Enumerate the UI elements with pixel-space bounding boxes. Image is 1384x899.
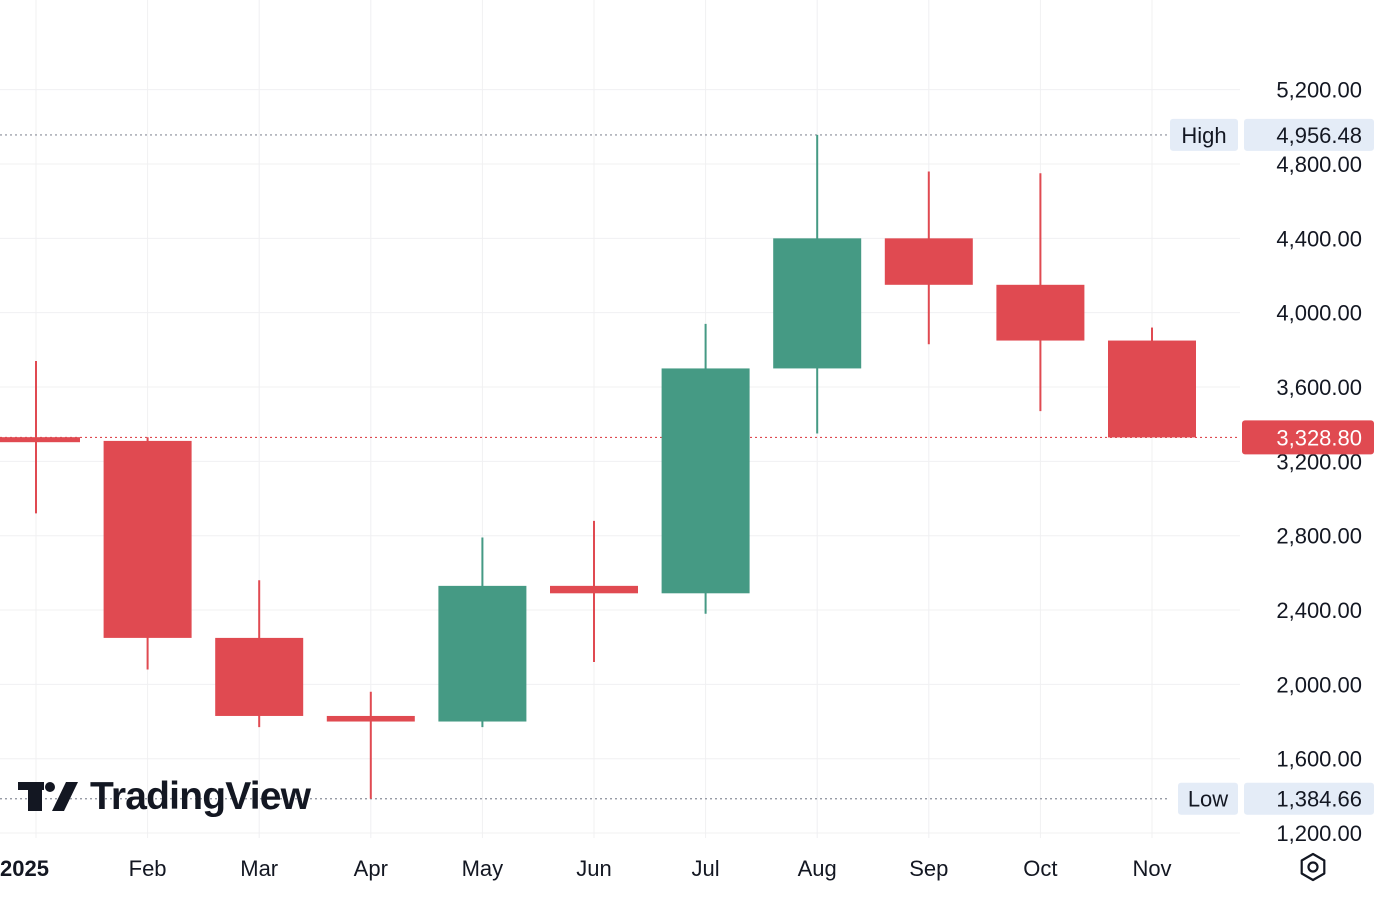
y-axis-tick-label: 4,800.00 <box>1276 152 1362 177</box>
y-axis-tick-label: 1,600.00 <box>1276 747 1362 772</box>
y-axis-tick-label: 1,200.00 <box>1276 821 1362 846</box>
candle-body <box>1108 340 1196 438</box>
candle-body <box>884 238 973 285</box>
x-axis-tick-label: Apr <box>354 856 388 881</box>
candle-mar <box>215 580 304 728</box>
gear-icon-center <box>1307 861 1319 873</box>
x-axis-tick-label: Sep <box>909 856 948 881</box>
tradingview-logo: TradingView <box>18 775 312 818</box>
candle-body <box>773 238 862 369</box>
y-axis-tick-label: 5,200.00 <box>1276 78 1362 103</box>
last-price-value: 3,328.80 <box>1276 425 1362 450</box>
high-marker-value-box <box>1244 118 1374 151</box>
brand-name: TradingView <box>90 775 312 818</box>
y-axis-tick-label: 2,800.00 <box>1276 524 1362 549</box>
candle-body <box>550 585 638 594</box>
candle-body <box>996 284 1085 341</box>
candle-oct <box>996 173 1085 412</box>
low-marker-label-box <box>1178 782 1238 815</box>
candle-body <box>326 715 415 722</box>
y-axis-tick-label: 4,400.00 <box>1276 226 1362 251</box>
high-marker-value: 4,956.48 <box>1276 123 1362 148</box>
candle-body <box>103 440 192 638</box>
x-axis-tick-label: Jul <box>692 856 720 881</box>
candle-nov <box>1108 327 1196 438</box>
high-marker-label-box <box>1170 118 1238 151</box>
low-marker-label: Low <box>1188 787 1228 812</box>
y-axis-tick-label: 2,400.00 <box>1276 598 1362 623</box>
x-axis-tick-label: Nov <box>1132 856 1171 881</box>
candle-body <box>0 437 80 443</box>
high-marker-label: High <box>1181 123 1226 148</box>
candle-body <box>661 368 750 594</box>
x-axis-tick-label: Oct <box>1023 856 1057 881</box>
y-axis-tick-label: 2,000.00 <box>1276 672 1362 697</box>
x-axis-tick-label: 2025 <box>0 856 49 881</box>
x-axis-tick-label: Feb <box>129 856 167 881</box>
x-axis-tick-label: Jun <box>576 856 611 881</box>
candle-feb <box>103 437 192 670</box>
candle-sep <box>884 171 973 345</box>
candle-jun <box>550 520 638 663</box>
candle-apr <box>326 691 415 799</box>
candle-body <box>438 585 527 722</box>
candle-2025 <box>0 360 80 514</box>
y-axis-tick-label: 4,000.00 <box>1276 301 1362 326</box>
gear-icon <box>1300 852 1326 882</box>
candle-body <box>215 637 304 716</box>
low-marker-value: 1,384.66 <box>1276 787 1362 812</box>
x-axis-tick-label: Aug <box>798 856 837 881</box>
candle-may <box>438 537 527 728</box>
chart-settings-button[interactable] <box>1300 852 1326 882</box>
x-axis-tick-label: Mar <box>240 856 278 881</box>
candle-aug <box>773 134 862 434</box>
candle-jul <box>661 323 750 614</box>
low-marker-value-box <box>1244 782 1374 815</box>
y-axis-tick-label: 3,600.00 <box>1276 375 1362 400</box>
last-price-box <box>1242 420 1374 455</box>
x-axis-tick-label: May <box>462 856 504 881</box>
tradingview-logo-mark <box>18 782 78 811</box>
